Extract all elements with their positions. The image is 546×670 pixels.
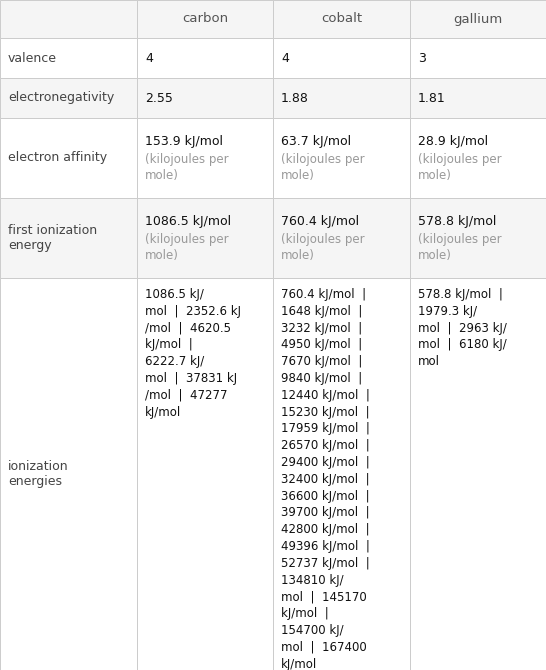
- Text: 1086.5 kJ/mol: 1086.5 kJ/mol: [145, 216, 231, 228]
- Bar: [0, 0, 137, 38]
- Text: ionization
energies: ionization energies: [8, 460, 69, 488]
- Bar: [410, 0, 546, 38]
- Bar: [410, 78, 546, 118]
- Text: 578.8 kJ/mol  |
1979.3 kJ/
mol  |  2963 kJ/
mol  |  6180 kJ/
mol: 578.8 kJ/mol | 1979.3 kJ/ mol | 2963 kJ/…: [418, 288, 507, 369]
- Text: 4: 4: [145, 52, 153, 64]
- Text: (kilojoules per
mole): (kilojoules per mole): [145, 153, 229, 182]
- Text: valence: valence: [8, 52, 57, 64]
- Bar: [410, 198, 546, 278]
- Text: 153.9 kJ/mol: 153.9 kJ/mol: [145, 135, 223, 149]
- Text: gallium: gallium: [453, 13, 503, 25]
- Bar: [137, 38, 273, 78]
- Bar: [273, 38, 410, 78]
- Text: 1.81: 1.81: [418, 92, 446, 105]
- Bar: [273, 0, 410, 38]
- Text: 1.88: 1.88: [281, 92, 309, 105]
- Text: (kilojoules per
mole): (kilojoules per mole): [281, 153, 365, 182]
- Bar: [273, 118, 410, 198]
- Text: 1086.5 kJ/
mol  |  2352.6 kJ
/mol  |  4620.5
kJ/mol  |
6222.7 kJ/
mol  |  37831 : 1086.5 kJ/ mol | 2352.6 kJ /mol | 4620.5…: [145, 288, 241, 419]
- Text: electronegativity: electronegativity: [8, 92, 114, 105]
- Bar: [410, 278, 546, 670]
- Bar: [273, 78, 410, 118]
- Text: cobalt: cobalt: [321, 13, 362, 25]
- Text: (kilojoules per
mole): (kilojoules per mole): [281, 233, 365, 263]
- Bar: [0, 78, 137, 118]
- Bar: [0, 38, 137, 78]
- Bar: [410, 38, 546, 78]
- Bar: [137, 118, 273, 198]
- Bar: [0, 198, 137, 278]
- Text: 28.9 kJ/mol: 28.9 kJ/mol: [418, 135, 488, 149]
- Text: carbon: carbon: [182, 13, 228, 25]
- Text: 760.4 kJ/mol: 760.4 kJ/mol: [281, 216, 359, 228]
- Text: (kilojoules per
mole): (kilojoules per mole): [418, 153, 502, 182]
- Bar: [410, 118, 546, 198]
- Text: 4: 4: [281, 52, 289, 64]
- Text: 63.7 kJ/mol: 63.7 kJ/mol: [281, 135, 351, 149]
- Bar: [273, 278, 410, 670]
- Text: first ionization
energy: first ionization energy: [8, 224, 97, 252]
- Bar: [137, 198, 273, 278]
- Bar: [0, 118, 137, 198]
- Bar: [273, 198, 410, 278]
- Bar: [137, 0, 273, 38]
- Bar: [0, 278, 137, 670]
- Text: (kilojoules per
mole): (kilojoules per mole): [418, 233, 502, 263]
- Text: 2.55: 2.55: [145, 92, 173, 105]
- Bar: [137, 78, 273, 118]
- Text: (kilojoules per
mole): (kilojoules per mole): [145, 233, 229, 263]
- Text: electron affinity: electron affinity: [8, 151, 107, 165]
- Bar: [137, 278, 273, 670]
- Text: 578.8 kJ/mol: 578.8 kJ/mol: [418, 216, 496, 228]
- Text: 3: 3: [418, 52, 426, 64]
- Text: 760.4 kJ/mol  |
1648 kJ/mol  |
3232 kJ/mol  |
4950 kJ/mol  |
7670 kJ/mol  |
9840: 760.4 kJ/mol | 1648 kJ/mol | 3232 kJ/mol…: [281, 288, 370, 670]
